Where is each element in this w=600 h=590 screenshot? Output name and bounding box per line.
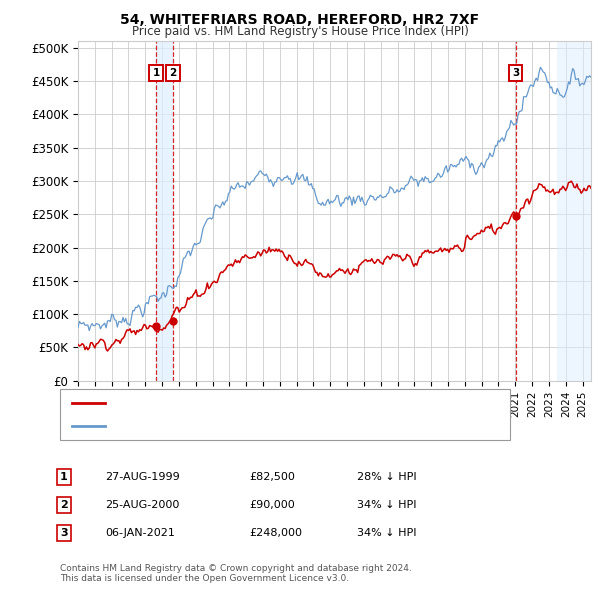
Text: 3: 3 xyxy=(60,529,68,538)
Text: Price paid vs. HM Land Registry's House Price Index (HPI): Price paid vs. HM Land Registry's House … xyxy=(131,25,469,38)
Text: £248,000: £248,000 xyxy=(249,529,302,538)
Text: 06-JAN-2021: 06-JAN-2021 xyxy=(105,529,175,538)
Text: £90,000: £90,000 xyxy=(249,500,295,510)
Text: 27-AUG-1999: 27-AUG-1999 xyxy=(105,472,180,481)
Text: 54, WHITEFRIARS ROAD, HEREFORD, HR2 7XF (detached house): 54, WHITEFRIARS ROAD, HEREFORD, HR2 7XF … xyxy=(111,398,445,408)
Text: 3: 3 xyxy=(512,68,519,78)
Text: £82,500: £82,500 xyxy=(249,472,295,481)
Text: 2: 2 xyxy=(169,68,176,78)
Text: 1: 1 xyxy=(152,68,160,78)
Text: 2: 2 xyxy=(60,500,68,510)
Bar xyxy=(557,41,591,381)
Text: 25-AUG-2000: 25-AUG-2000 xyxy=(105,500,179,510)
Text: 34% ↓ HPI: 34% ↓ HPI xyxy=(357,529,416,538)
Bar xyxy=(156,41,173,381)
Text: Contains HM Land Registry data © Crown copyright and database right 2024.
This d: Contains HM Land Registry data © Crown c… xyxy=(60,563,412,583)
Text: HPI: Average price, detached house, Herefordshire: HPI: Average price, detached house, Here… xyxy=(111,421,375,431)
Text: 1: 1 xyxy=(60,472,68,481)
Text: 34% ↓ HPI: 34% ↓ HPI xyxy=(357,500,416,510)
Text: 54, WHITEFRIARS ROAD, HEREFORD, HR2 7XF: 54, WHITEFRIARS ROAD, HEREFORD, HR2 7XF xyxy=(121,13,479,27)
Text: 28% ↓ HPI: 28% ↓ HPI xyxy=(357,472,416,481)
